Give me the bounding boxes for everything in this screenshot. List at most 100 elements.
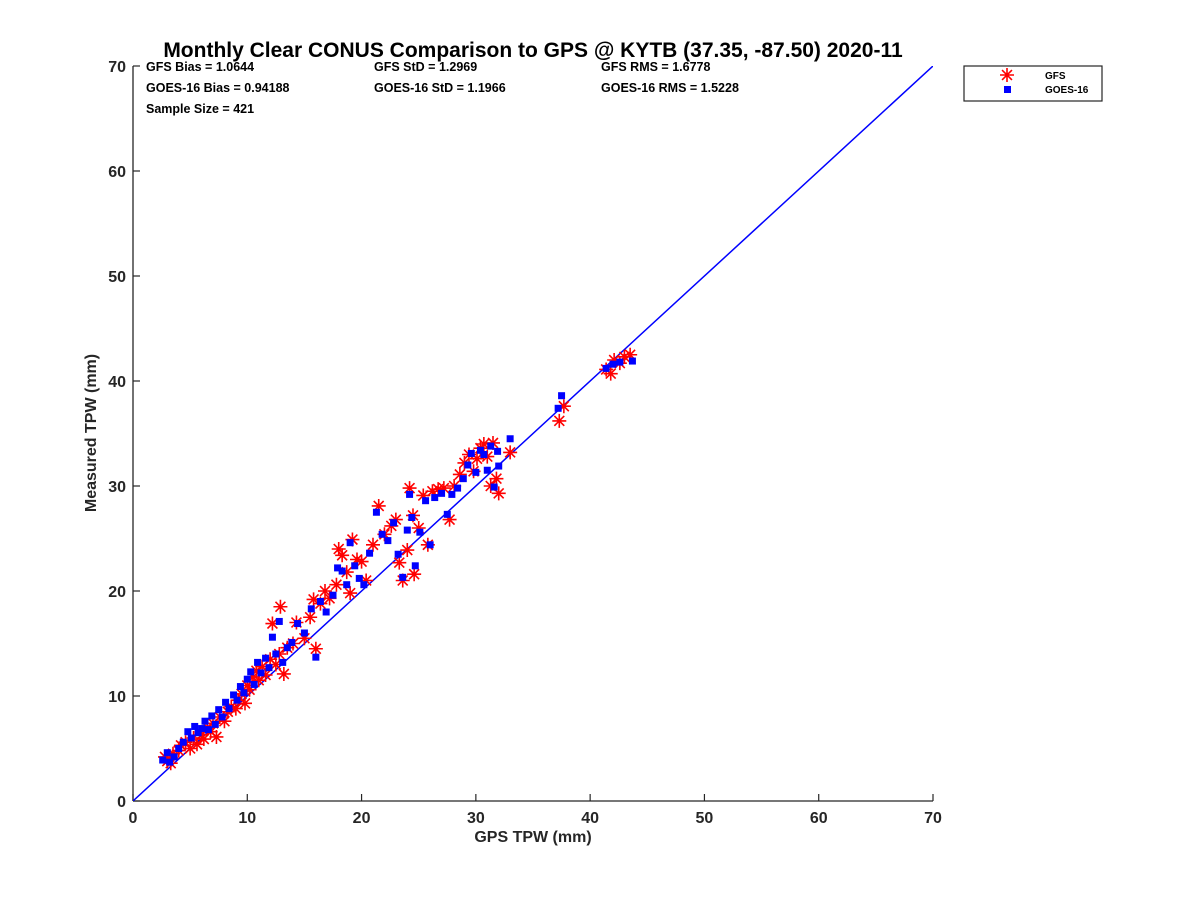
gfs-point	[318, 584, 332, 598]
goes16-point	[265, 664, 273, 672]
goes16-point	[208, 712, 216, 720]
gfs-point	[217, 714, 232, 729]
gfs-point	[308, 641, 323, 656]
goes16-point	[262, 654, 270, 662]
gfs-point	[452, 467, 467, 482]
gfs-point	[303, 610, 318, 625]
gfs-point	[416, 488, 431, 503]
gfs-point	[425, 484, 440, 499]
goes16-point	[215, 706, 223, 714]
stat-text: GFS Bias = 1.0644	[146, 60, 254, 74]
gfs-point	[297, 631, 312, 646]
goes16-point	[294, 620, 302, 628]
y-axis-label: Measured TPW (mm)	[83, 354, 100, 512]
goes16-series	[159, 357, 636, 766]
goes16-point	[312, 653, 320, 661]
goes16-point	[406, 490, 414, 498]
legend-gfs-asterisk	[1000, 68, 1014, 82]
goes16-point	[322, 608, 330, 616]
gfs-point	[623, 347, 638, 362]
x-tick-label: 20	[353, 810, 371, 827]
goes16-point	[346, 539, 354, 547]
gfs-point	[343, 586, 358, 601]
goes16-point	[558, 392, 566, 400]
goes16-point	[225, 705, 233, 713]
x-tick-label: 70	[924, 810, 942, 827]
gfs-point	[306, 592, 321, 607]
goes16-point	[236, 683, 244, 691]
stat-text: GOES-16 StD = 1.1966	[374, 81, 506, 95]
gfs-point	[242, 682, 257, 697]
goes16-point	[300, 629, 308, 637]
goes16-point	[616, 358, 624, 366]
stats-annotations: GFS Bias = 1.0644 GFS StD = 1.2969 GFS RMS…	[146, 60, 739, 116]
goes16-point	[487, 442, 495, 450]
goes16-point	[408, 514, 416, 521]
goes16-point	[454, 484, 462, 492]
goes16-point	[250, 680, 258, 688]
gfs-point	[359, 573, 374, 588]
y-tick-label: 70	[108, 59, 126, 76]
gfs-point	[335, 548, 350, 563]
goes16-point	[422, 497, 430, 505]
gfs-point	[276, 666, 291, 681]
goes16-point	[426, 541, 434, 549]
y-tick-label: 20	[108, 584, 126, 601]
gfs-point	[228, 701, 243, 716]
gfs-point	[329, 577, 344, 592]
goes16-point	[275, 617, 283, 625]
goes16-point	[464, 461, 472, 469]
goes16-point	[448, 490, 456, 498]
gfs-point	[476, 437, 491, 451]
gfs-point	[603, 366, 618, 381]
legend-gfs-label: GFS	[1045, 71, 1066, 82]
goes16-point	[628, 357, 636, 365]
goes16-point	[243, 675, 251, 683]
goes16-point	[201, 717, 209, 725]
y-tick-label: 10	[108, 689, 126, 706]
goes16-point	[476, 446, 484, 454]
gfs-point	[268, 657, 283, 672]
goes16-point	[329, 591, 337, 599]
goes16-point	[279, 658, 287, 666]
gfs-point	[371, 498, 386, 513]
goes16-point	[416, 528, 424, 536]
gfs-point	[263, 652, 278, 667]
goes16-point	[166, 758, 174, 766]
gfs-point	[190, 737, 204, 752]
goes16-point	[506, 435, 514, 443]
goes16-point	[222, 698, 230, 706]
goes16-point	[403, 526, 411, 534]
goes16-point	[283, 644, 291, 652]
goes16-point	[483, 466, 491, 474]
goes16-point	[184, 728, 192, 736]
goes16-point	[411, 562, 419, 570]
gfs-point	[183, 741, 198, 756]
goes16-point	[272, 650, 280, 658]
gfs-point	[366, 537, 380, 552]
goes16-point	[609, 360, 617, 368]
gfs-point	[503, 445, 518, 460]
y-tick-label: 50	[108, 269, 126, 286]
goes16-point	[247, 668, 255, 676]
gfs-point	[255, 659, 270, 674]
goes16-point	[366, 549, 374, 557]
goes16-point	[494, 447, 502, 455]
goes16-point	[254, 658, 262, 666]
gfs-point	[617, 349, 632, 364]
stat-text: GOES-16 Bias = 0.94188	[146, 81, 290, 95]
gfs-point	[331, 542, 346, 556]
stat-text: Sample Size = 421	[146, 102, 254, 116]
goes16-point	[554, 404, 562, 412]
gfs-point	[436, 481, 451, 496]
x-tick-label: 0	[129, 810, 138, 827]
gfs-point	[354, 554, 369, 569]
gfs-point	[249, 663, 264, 678]
goes16-point	[490, 483, 498, 491]
gfs-point	[489, 471, 504, 486]
gfs-point	[442, 512, 457, 527]
goes16-point	[443, 510, 451, 518]
goes16-point	[191, 722, 199, 730]
chart-title: Monthly Clear CONUS Comparison to GPS @ …	[163, 39, 903, 62]
goes16-point	[307, 605, 315, 613]
